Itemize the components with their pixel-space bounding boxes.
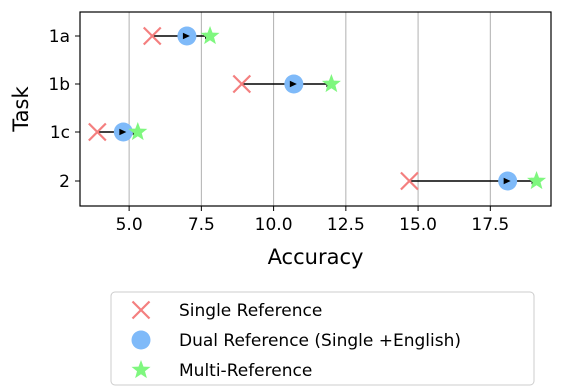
- marker-star: [527, 171, 547, 190]
- y-axis-label: Task: [9, 86, 33, 133]
- y-tick-label: 1a: [49, 27, 70, 47]
- x-axis-label: Accuracy: [268, 245, 364, 269]
- arrow-head: [289, 80, 297, 88]
- x-tick-label: 10.0: [255, 215, 293, 235]
- marker-star: [321, 74, 341, 93]
- plot-frame: [79, 11, 552, 207]
- legend-label: Dual Reference (Single +English): [179, 331, 461, 351]
- y-axis-ticks: 1a 1b 1c 2: [48, 27, 80, 192]
- y-tick-label: 1b: [48, 75, 70, 95]
- legend-marker-star: [131, 360, 151, 379]
- grid-lines: [128, 12, 491, 206]
- legend-label: Single Reference: [179, 301, 322, 321]
- legend: Single Reference Dual Reference (Single +…: [110, 291, 535, 386]
- arrows: [97, 32, 539, 185]
- marker-star: [200, 26, 220, 45]
- x-tick-label: 12.5: [327, 215, 365, 235]
- marker-x: [400, 171, 419, 191]
- data-markers: [88, 26, 547, 191]
- x-tick-label: 5.0: [116, 215, 143, 235]
- y-tick-label: 1c: [50, 123, 70, 143]
- legend-label: Multi-Reference: [179, 361, 312, 381]
- legend-marker-circle: [131, 330, 151, 350]
- x-tick-label: 7.5: [188, 215, 215, 235]
- marker-x: [88, 122, 107, 142]
- arrow-head: [119, 128, 127, 136]
- marker-x: [142, 26, 162, 46]
- marker-x: [232, 74, 252, 94]
- x-tick-label: 17.5: [471, 215, 509, 235]
- arrow-head: [182, 32, 190, 40]
- x-axis-ticks: 5.0 7.5 10.0 12.5 15.0 17.5: [116, 206, 509, 235]
- x-tick-label: 15.0: [399, 215, 437, 235]
- legend-box: [110, 291, 535, 386]
- arrow-head: [503, 177, 511, 185]
- y-tick-label: 2: [59, 172, 70, 192]
- legend-marker-x: [131, 300, 151, 320]
- marker-star: [128, 122, 148, 141]
